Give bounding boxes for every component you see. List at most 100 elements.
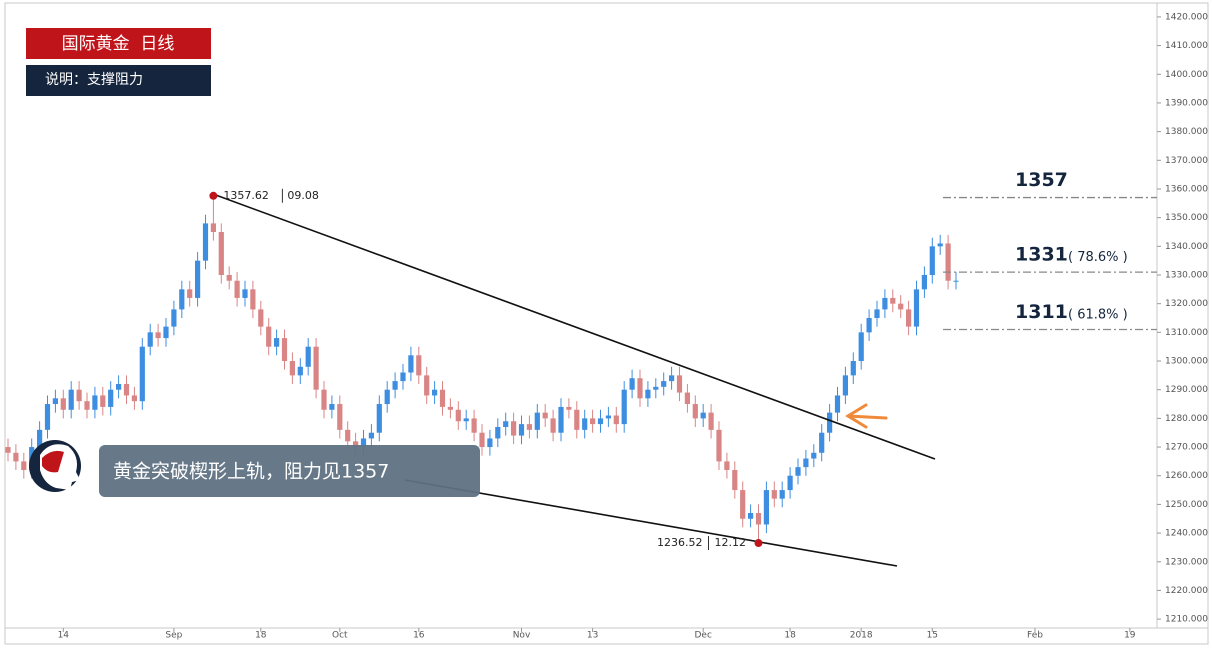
candle-body <box>44 404 51 430</box>
candle-body <box>921 275 927 290</box>
candle-body <box>123 383 130 396</box>
candle-body <box>771 490 777 499</box>
candle-body <box>258 309 264 327</box>
ratio-value: 61.8% <box>1077 307 1118 322</box>
candle-body <box>226 275 232 281</box>
y-tick-label: 1350.000 <box>1165 213 1208 223</box>
candle-body <box>842 375 848 396</box>
x-tick-label: 19 <box>1124 631 1136 641</box>
y-tick-label: 1320.000 <box>1165 299 1208 309</box>
candle-body <box>329 404 335 410</box>
candle-body <box>289 361 295 376</box>
upper-trendline <box>212 193 936 460</box>
candle-body <box>669 375 675 382</box>
level-label: 1311 <box>1015 301 1068 323</box>
level-ratio: ( 61.8% ) <box>1068 307 1128 322</box>
lower-trendline <box>404 479 898 567</box>
level-label: 1357 <box>1015 169 1068 191</box>
y-tick-label: 1380.000 <box>1165 127 1208 137</box>
x-tick-label: 18 <box>255 631 267 641</box>
candle-body <box>313 346 319 390</box>
candle-body <box>866 318 872 333</box>
candle-body <box>447 406 453 410</box>
candle-body <box>155 332 161 339</box>
candle-body <box>534 412 540 430</box>
candle-body <box>376 404 382 433</box>
x-tick-label: Nov <box>513 631 531 641</box>
candle-body <box>487 438 493 448</box>
candle-body <box>819 432 825 453</box>
candle-body <box>187 289 193 298</box>
candle-body <box>740 490 746 519</box>
candle-body <box>503 421 509 427</box>
candle-body <box>526 424 532 430</box>
y-tick-label: 1230.000 <box>1165 557 1208 567</box>
candle-body <box>471 418 477 433</box>
candle-body <box>566 406 572 410</box>
candle-body <box>416 355 422 376</box>
y-tick-label: 1210.000 <box>1165 615 1208 625</box>
candle-body <box>676 375 683 393</box>
candle-body <box>353 441 359 448</box>
candle-body <box>242 289 248 298</box>
candle-body <box>52 398 58 405</box>
subtitle: 说明：支撑阻力 <box>45 72 143 88</box>
candle-body <box>37 429 43 448</box>
x-tick-label: Sep <box>165 631 182 641</box>
candle-body <box>171 309 177 327</box>
candle-body <box>913 289 920 327</box>
candle-body <box>613 415 619 425</box>
candle-body <box>92 395 98 410</box>
y-tick-label: 1280.000 <box>1165 414 1208 424</box>
y-tick-label: 1270.000 <box>1165 443 1208 453</box>
level-label: 1331 <box>1015 244 1068 266</box>
candle-body <box>281 338 288 362</box>
frame <box>4 2 1209 645</box>
peak-date: 09.08 <box>287 189 319 202</box>
candle-body <box>605 415 611 419</box>
candle-body <box>645 389 651 399</box>
paren: ( <box>1068 307 1077 322</box>
candle-body <box>463 418 469 422</box>
candle-body <box>953 280 959 282</box>
candle-body <box>882 297 888 310</box>
candle-body <box>147 332 153 347</box>
candle-body <box>692 404 698 419</box>
candle-body <box>321 389 327 410</box>
y-tick-label: 1300.000 <box>1165 357 1208 367</box>
x-tick-label: 13 <box>587 631 598 641</box>
candle-body <box>108 389 114 407</box>
candle-body <box>558 406 564 433</box>
candle-body <box>937 243 943 247</box>
candle-body <box>250 289 256 310</box>
candle-body <box>368 432 374 439</box>
candle-body <box>858 332 864 362</box>
candle-body <box>590 418 596 425</box>
candle-body <box>945 243 951 281</box>
title: 国际黄金 日线 <box>62 34 175 54</box>
peak-dot <box>209 191 218 200</box>
candle-body <box>21 461 27 470</box>
paren: ( <box>1068 250 1077 265</box>
candle-body <box>763 490 769 525</box>
candle-body <box>384 389 390 405</box>
title-box <box>26 28 211 59</box>
x-tick-label: 15 <box>927 631 938 641</box>
candle-body <box>661 381 667 387</box>
subtitle-box <box>26 65 211 96</box>
candle-body <box>811 452 817 459</box>
candle-body <box>5 447 11 453</box>
paren: ) <box>1119 307 1128 322</box>
y-tick-label: 1310.000 <box>1165 328 1208 338</box>
y-tick-label: 1240.000 <box>1165 529 1208 539</box>
y-tick-label: 1400.000 <box>1165 70 1208 80</box>
paren: ) <box>1119 250 1128 265</box>
candle-body <box>432 389 438 396</box>
candle-body <box>400 372 406 382</box>
candle-body <box>68 389 74 410</box>
y-tick-label: 1360.000 <box>1165 184 1208 194</box>
candle-body <box>898 303 904 310</box>
candle-body <box>274 338 280 347</box>
candle-body <box>163 326 169 339</box>
candle-body <box>392 381 398 390</box>
